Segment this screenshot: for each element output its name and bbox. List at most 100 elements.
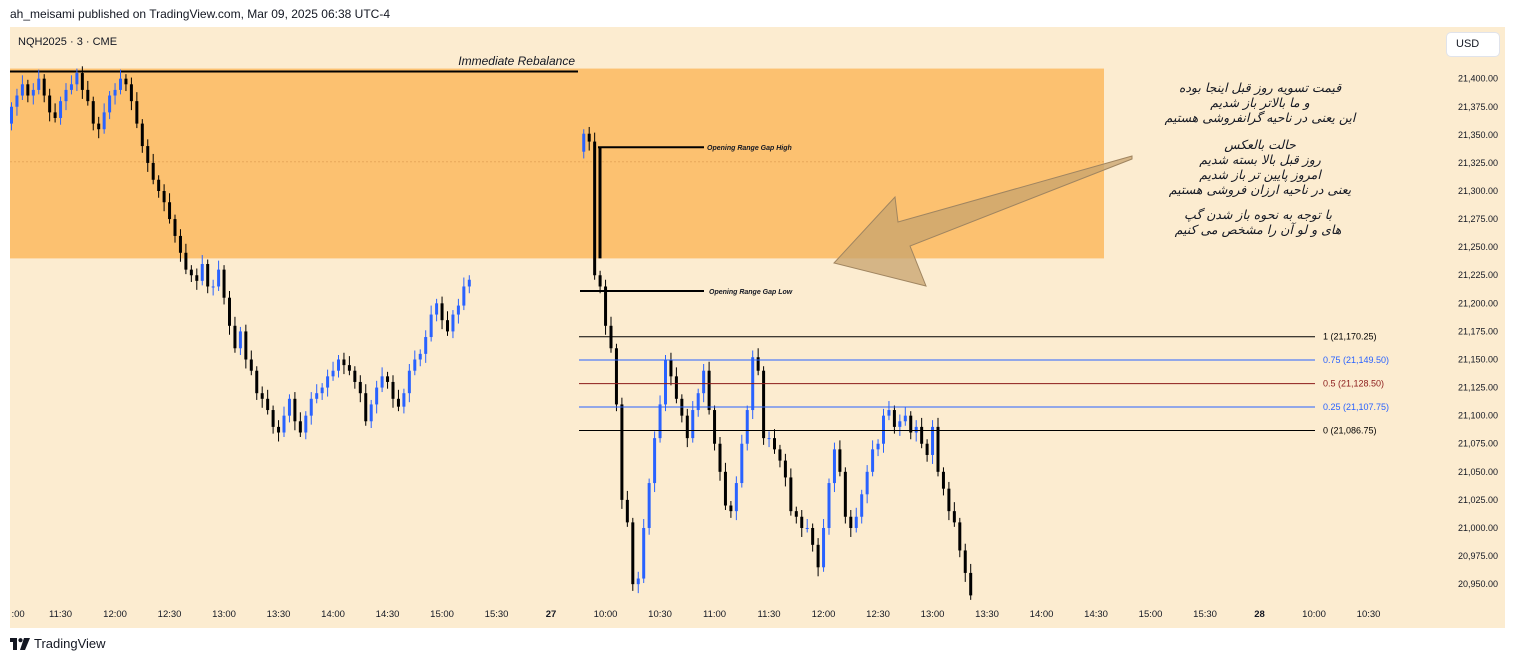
candle-session-1[interactable] <box>375 380 379 414</box>
candle-session-2[interactable] <box>718 437 722 481</box>
candle-session-1[interactable] <box>364 384 368 426</box>
candle-session-2[interactable] <box>822 519 826 572</box>
candle-session-1[interactable] <box>91 96 95 131</box>
candle-session-1[interactable] <box>233 316 237 353</box>
candle-session-1[interactable] <box>206 259 210 294</box>
candle-session-1[interactable] <box>287 394 291 423</box>
currency-button[interactable]: USD <box>1447 33 1499 56</box>
candle-session-1[interactable] <box>59 96 63 125</box>
candle-session-1[interactable] <box>298 412 302 437</box>
candle-session-2[interactable] <box>854 507 858 533</box>
candle-session-2[interactable] <box>800 510 804 537</box>
candle-session-1[interactable] <box>168 193 172 224</box>
candle-session-1[interactable] <box>119 69 122 95</box>
candle-session-1[interactable] <box>326 369 330 397</box>
candle-session-2[interactable] <box>702 363 706 403</box>
candle-session-1[interactable] <box>80 66 84 99</box>
candle-session-2[interactable] <box>707 361 711 415</box>
candle-session-1[interactable] <box>369 399 373 429</box>
candle-session-1[interactable] <box>140 119 144 153</box>
candle-session-2[interactable] <box>598 270 602 294</box>
candle-session-2[interactable] <box>936 417 940 477</box>
candle-session-1[interactable] <box>162 184 166 212</box>
candle-session-2[interactable] <box>691 401 695 443</box>
candle-session-2[interactable] <box>653 431 657 493</box>
candle-session-2[interactable] <box>887 401 891 421</box>
candlestick-chart[interactable]: Immediate Rebalance Opening Range Gap Hig… <box>10 27 1505 628</box>
candle-session-1[interactable] <box>238 326 242 355</box>
candle-session-2[interactable] <box>762 366 766 445</box>
candle-session-2[interactable] <box>794 506 798 524</box>
candle-session-1[interactable] <box>42 74 46 103</box>
candle-session-1[interactable] <box>189 265 193 282</box>
candle-session-1[interactable] <box>435 298 439 322</box>
candle-session-2[interactable] <box>838 440 842 477</box>
tradingview-logo[interactable]: TradingView <box>10 636 106 651</box>
candle-session-2[interactable] <box>669 352 673 386</box>
candle-session-1[interactable] <box>173 214 177 243</box>
candle-session-1[interactable] <box>97 116 101 139</box>
candle-session-1[interactable] <box>277 420 281 442</box>
candle-session-2[interactable] <box>593 132 597 280</box>
candle-session-2[interactable] <box>642 519 646 584</box>
candle-session-1[interactable] <box>129 77 133 111</box>
candle-session-1[interactable] <box>440 296 444 330</box>
candle-session-1[interactable] <box>467 275 471 294</box>
candle-session-1[interactable] <box>260 386 264 408</box>
candle-session-1[interactable] <box>342 352 346 375</box>
candle-session-2[interactable] <box>958 517 962 558</box>
candle-session-2[interactable] <box>843 467 847 524</box>
candle-session-2[interactable] <box>658 395 662 443</box>
candle-session-1[interactable] <box>26 79 30 103</box>
candle-session-2[interactable] <box>816 538 820 577</box>
candle-session-2[interactable] <box>696 388 700 417</box>
candle-session-1[interactable] <box>151 153 155 185</box>
candle-session-1[interactable] <box>380 367 384 393</box>
candle-session-1[interactable] <box>255 366 259 400</box>
candle-session-1[interactable] <box>282 406 286 437</box>
candle-session-1[interactable] <box>15 88 19 116</box>
candle-session-1[interactable] <box>217 260 221 291</box>
candle-session-2[interactable] <box>952 502 956 527</box>
candle-session-1[interactable] <box>195 268 199 290</box>
candle-session-1[interactable] <box>271 405 275 434</box>
candle-session-1[interactable] <box>353 366 357 389</box>
candle-session-2[interactable] <box>876 439 880 457</box>
candle-session-2[interactable] <box>713 405 717 451</box>
candle-session-1[interactable] <box>146 139 150 172</box>
candle-session-2[interactable] <box>827 478 831 535</box>
candle-session-2[interactable] <box>898 414 902 436</box>
candle-session-1[interactable] <box>200 255 204 286</box>
candle-session-1[interactable] <box>418 349 422 367</box>
candle-session-2[interactable] <box>909 411 913 440</box>
candle-session-2[interactable] <box>582 129 586 159</box>
candle-session-1[interactable] <box>228 290 231 335</box>
candle-session-2[interactable] <box>625 490 629 527</box>
candle-session-2[interactable] <box>778 444 782 468</box>
candle-session-2[interactable] <box>751 350 755 420</box>
candle-session-2[interactable] <box>947 481 951 521</box>
candle-session-2[interactable] <box>604 279 608 335</box>
candle-session-1[interactable] <box>53 103 57 123</box>
candle-session-1[interactable] <box>113 83 117 105</box>
candle-session-1[interactable] <box>456 298 460 324</box>
candle-session-2[interactable] <box>941 467 945 496</box>
candle-session-1[interactable] <box>347 356 351 376</box>
candle-session-2[interactable] <box>636 571 640 594</box>
candle-session-1[interactable] <box>429 305 433 342</box>
candle-session-2[interactable] <box>969 563 973 600</box>
candle-session-2[interactable] <box>903 406 907 426</box>
candle-session-2[interactable] <box>614 343 618 412</box>
candle-session-1[interactable] <box>293 392 297 431</box>
candle-session-2[interactable] <box>849 510 853 537</box>
candle-session-2[interactable] <box>805 519 809 533</box>
candle-session-2[interactable] <box>674 367 678 404</box>
candle-session-1[interactable] <box>135 92 139 129</box>
candle-session-1[interactable] <box>108 91 112 120</box>
candle-session-2[interactable] <box>756 348 760 376</box>
candle-session-2[interactable] <box>920 417 924 449</box>
candle-session-1[interactable] <box>48 88 52 122</box>
candle-session-2[interactable] <box>734 476 738 521</box>
candle-session-1[interactable] <box>157 175 161 198</box>
candle-session-2[interactable] <box>963 543 967 582</box>
